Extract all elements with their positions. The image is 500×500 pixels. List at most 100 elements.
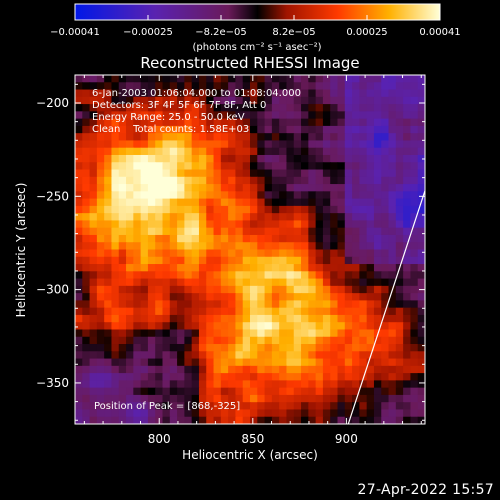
heatmap-cell	[352, 402, 360, 411]
heatmap-cell	[75, 89, 83, 98]
heatmap-cell	[140, 307, 149, 316]
heatmap-cell	[75, 198, 83, 207]
heatmap-cell	[373, 373, 382, 381]
heatmap-cell	[373, 365, 382, 374]
heatmap-cell	[359, 147, 368, 156]
heatmap-cell	[337, 271, 346, 280]
heatmap-cell	[96, 314, 105, 323]
heatmap-cell	[330, 387, 339, 396]
heatmap-cell	[198, 271, 207, 280]
heatmap-cell	[111, 278, 120, 287]
heatmap-cell	[417, 234, 425, 243]
heatmap-cell	[147, 125, 156, 134]
heatmap-cell	[250, 162, 258, 171]
heatmap-cell	[301, 351, 309, 360]
heatmap-cell	[417, 336, 425, 345]
heatmap-cell	[118, 329, 127, 338]
heatmap-cell	[140, 271, 149, 280]
heatmap-cell	[293, 191, 302, 200]
heatmap-cell	[381, 402, 390, 411]
heatmap-cell	[75, 278, 83, 287]
heatmap-cell	[264, 416, 273, 424]
heatmap-cell	[301, 191, 309, 200]
heatmap-cell	[308, 387, 317, 396]
heatmap-cell	[220, 242, 229, 251]
heatmap-cell	[133, 336, 142, 345]
heatmap-cell	[206, 249, 215, 258]
heatmap-cell	[250, 89, 258, 98]
heatmap-cell	[220, 351, 229, 360]
heatmap-cell	[206, 358, 215, 367]
heatmap-cell	[177, 82, 185, 91]
heatmap-cell	[177, 162, 185, 171]
heatmap-cell	[359, 96, 368, 105]
heatmap-cell	[191, 278, 200, 287]
heatmap-cell	[250, 147, 258, 156]
heatmap-cell	[147, 191, 156, 200]
heatmap-cell	[286, 176, 295, 185]
heatmap-cell	[271, 249, 280, 258]
heatmap-cell	[330, 234, 339, 243]
heatmap-cell	[250, 140, 258, 149]
heatmap-cell	[104, 329, 113, 338]
heatmap-cell	[118, 242, 127, 251]
heatmap-cell	[177, 293, 185, 301]
heatmap-cell	[366, 133, 375, 142]
heatmap-cell	[89, 234, 98, 243]
heatmap-cell	[381, 344, 390, 352]
heatmap-cell	[162, 147, 171, 156]
heatmap-cell	[381, 351, 390, 360]
heatmap-cell	[228, 242, 237, 251]
heatmap-cell	[147, 314, 156, 323]
heatmap-cell	[242, 380, 251, 389]
heatmap-cell	[286, 89, 295, 98]
heatmap-cell	[140, 96, 149, 105]
heatmap-cell	[169, 147, 178, 156]
heatmap-cell	[301, 322, 309, 331]
heatmap-cell	[228, 176, 237, 185]
heatmap-cell	[242, 409, 251, 418]
heatmap-cell	[373, 147, 382, 156]
heatmap-cell	[140, 314, 149, 323]
heatmap-cell	[271, 82, 280, 91]
heatmap-cell	[162, 96, 171, 105]
heatmap-cell	[184, 293, 193, 301]
heatmap-cell	[337, 169, 346, 178]
heatmap-cell	[352, 278, 360, 287]
heatmap-cell	[184, 249, 193, 258]
heatmap-cell	[279, 75, 288, 83]
heatmap-cell	[395, 96, 404, 105]
heatmap-cell	[242, 344, 251, 352]
heatmap-cell	[381, 322, 390, 331]
heatmap-cell	[213, 307, 222, 316]
heatmap-cell	[388, 96, 397, 105]
heatmap-cell	[96, 394, 105, 403]
heatmap-cell	[206, 234, 215, 243]
heatmap-cell	[198, 205, 207, 214]
heatmap-cell	[89, 147, 98, 156]
heatmap-cell	[82, 271, 91, 280]
heatmap-cell	[75, 300, 83, 309]
heatmap-cell	[162, 154, 171, 163]
heatmap-cell	[213, 373, 222, 381]
heatmap-cell	[220, 184, 229, 192]
heatmap-cell	[301, 249, 309, 258]
heatmap-cell	[344, 293, 353, 301]
heatmap-cell	[198, 293, 207, 301]
heatmap-cell	[82, 162, 91, 171]
heatmap-cell	[191, 249, 200, 258]
heatmap-cell	[198, 329, 207, 338]
heatmap-cell	[359, 140, 368, 149]
heatmap-cell	[344, 176, 353, 185]
heatmap-cell	[118, 293, 127, 301]
heatmap-cell	[206, 140, 215, 149]
heatmap-cell	[366, 358, 375, 367]
heatmap-cell	[322, 96, 331, 105]
heatmap-cell	[111, 162, 120, 171]
heatmap-cell	[242, 198, 251, 207]
heatmap-cell	[242, 256, 251, 265]
heatmap-cell	[82, 176, 91, 185]
heatmap-cell	[96, 147, 105, 156]
heatmap-cell	[184, 89, 193, 98]
heatmap-cell	[162, 344, 171, 352]
